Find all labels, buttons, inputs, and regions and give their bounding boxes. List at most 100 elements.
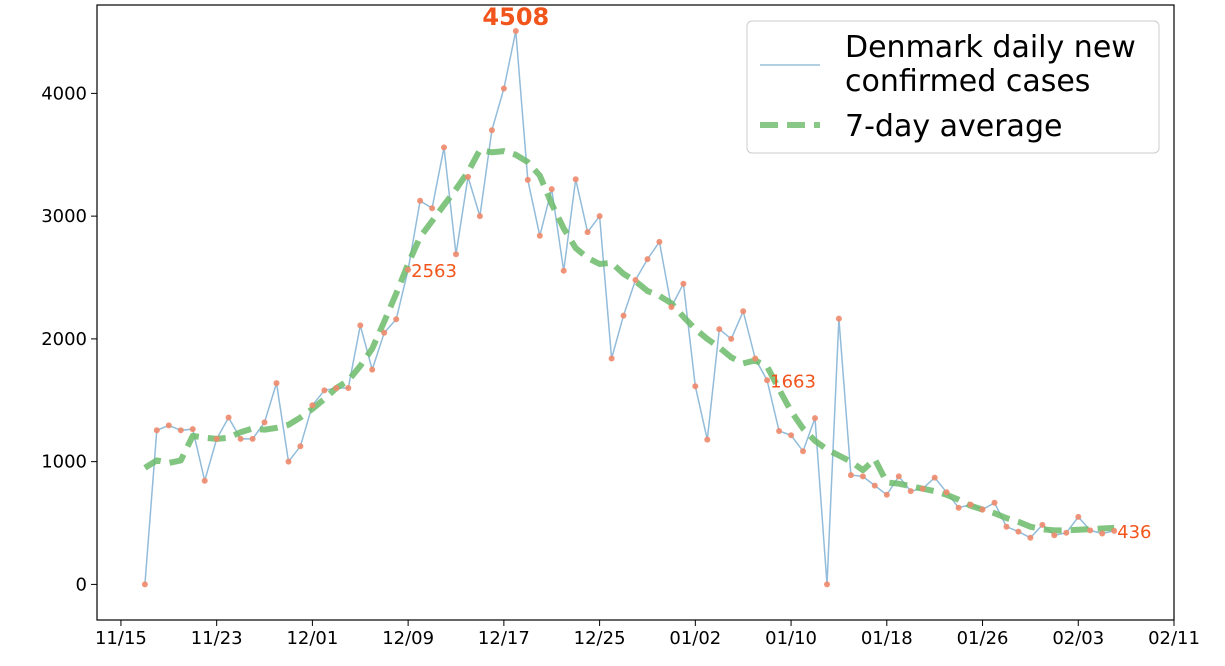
data-label: 436 [1117, 522, 1151, 543]
data-point-daily-cases [668, 304, 675, 310]
data-point-daily-cases [824, 581, 830, 588]
data-point-daily-cases [991, 499, 998, 506]
legend: Denmark daily new confirmed cases 7-day … [746, 20, 1160, 154]
x-tick-label: 01/10 [765, 628, 817, 649]
data-point-daily-cases [201, 477, 208, 484]
data-point-daily-cases [967, 501, 974, 508]
legend-label-daily-cases-line2: confirmed cases [845, 64, 1090, 99]
data-point-daily-cases [979, 506, 986, 513]
x-tick-label: 02/03 [1052, 628, 1104, 649]
data-point-daily-cases [847, 472, 854, 479]
y-tick-label: 3000 [41, 206, 87, 227]
legend-label-7day-average: 7-day average [845, 109, 1062, 144]
x-tick-label: 12/09 [382, 628, 434, 649]
data-point-daily-cases [716, 326, 723, 333]
legend-box [746, 20, 1160, 154]
data-label: 2563 [411, 261, 457, 282]
data-point-daily-cases [1027, 534, 1034, 541]
data-point-daily-cases [907, 488, 914, 495]
data-point-daily-cases [620, 312, 627, 319]
data-point-daily-cases [153, 427, 160, 434]
data-point-daily-cases [297, 443, 304, 450]
data-point-daily-cases [465, 173, 471, 180]
x-tick-label: 12/25 [574, 628, 626, 649]
data-point-daily-cases [405, 266, 412, 273]
data-point-daily-cases [943, 489, 950, 496]
data-point-daily-cases [429, 205, 436, 212]
data-point-daily-cases [476, 213, 483, 220]
data-point-daily-cases [441, 144, 447, 151]
data-point-daily-cases [237, 435, 244, 442]
data-point-daily-cases [1099, 530, 1106, 537]
data-point-daily-cases [225, 414, 232, 421]
legend-label-daily-cases: Denmark daily new confirmed cases [845, 30, 1145, 99]
data-point-daily-cases [500, 85, 507, 92]
data-point-daily-cases [644, 256, 651, 263]
data-point-daily-cases [656, 238, 663, 245]
data-point-daily-cases [393, 316, 400, 323]
data-point-daily-cases [1087, 527, 1094, 534]
data-point-daily-cases [1075, 513, 1082, 520]
data-label: 1663 [770, 371, 816, 392]
data-point-daily-cases [273, 380, 280, 387]
data-point-daily-cases [453, 251, 459, 258]
data-point-daily-cases [608, 355, 615, 362]
data-point-daily-cases [1003, 523, 1010, 530]
data-point-daily-cases [728, 335, 735, 342]
data-point-daily-cases [417, 197, 424, 204]
data-point-daily-cases [704, 436, 711, 443]
data-point-daily-cases [345, 385, 352, 391]
data-point-daily-cases [596, 213, 603, 220]
data-point-daily-cases [141, 581, 148, 588]
data-point-daily-cases [333, 385, 340, 391]
data-point-daily-cases [788, 432, 795, 439]
data-point-daily-cases [1015, 528, 1022, 535]
y-tick-label: 4000 [41, 83, 87, 104]
data-point-daily-cases [512, 28, 519, 34]
plot-frame [96, 4, 1175, 621]
x-tick-label: 11/15 [95, 628, 147, 649]
data-point-daily-cases [369, 366, 376, 373]
data-point-daily-cases [800, 448, 806, 455]
data-point-daily-cases [249, 435, 256, 442]
data-point-daily-cases [764, 377, 771, 384]
data-point-daily-cases [357, 322, 364, 329]
data-point-daily-cases [1063, 529, 1070, 536]
data-point-daily-cases [381, 329, 388, 336]
data-point-daily-cases [548, 186, 555, 193]
data-point-daily-cases [680, 280, 687, 287]
x-tick-label: 01/26 [957, 628, 1009, 649]
data-point-daily-cases [165, 422, 172, 429]
x-tick-label: 11/23 [191, 628, 243, 649]
data-point-daily-cases [560, 267, 567, 274]
data-point-daily-cases [321, 387, 328, 394]
data-point-daily-cases [812, 415, 818, 422]
data-point-daily-cases [488, 127, 495, 134]
data-point-daily-cases [177, 427, 184, 434]
data-point-daily-cases [584, 229, 591, 236]
data-point-daily-cases [835, 315, 842, 322]
data-point-daily-cases [261, 419, 268, 426]
x-tick-label: 02/11 [1148, 628, 1200, 649]
data-point-daily-cases [285, 458, 292, 465]
x-tick-label: 01/02 [669, 628, 721, 649]
x-tick-label: 12/17 [478, 628, 530, 649]
data-point-daily-cases [189, 426, 196, 433]
y-tick-label: 1000 [41, 452, 87, 473]
data-point-daily-cases [883, 491, 890, 498]
plot-layer: 0 1000 2000 3000 4000 11/15 11/23 12/01 12/09 12/… [41, 3, 1200, 649]
data-point-daily-cases [1111, 527, 1118, 534]
x-tick-label: 01/18 [861, 628, 913, 649]
legend-label-daily-cases-line1: Denmark daily new [845, 30, 1136, 65]
data-point-daily-cases [309, 402, 316, 409]
data-point-daily-cases [213, 435, 220, 442]
data-point-daily-cases [1051, 532, 1058, 539]
data-point-daily-cases [536, 232, 543, 239]
data-point-daily-cases [895, 473, 902, 480]
data-point-daily-cases [692, 383, 699, 390]
data-point-daily-cases [740, 308, 747, 315]
data-point-daily-cases [572, 176, 579, 183]
data-point-daily-cases [955, 504, 962, 511]
